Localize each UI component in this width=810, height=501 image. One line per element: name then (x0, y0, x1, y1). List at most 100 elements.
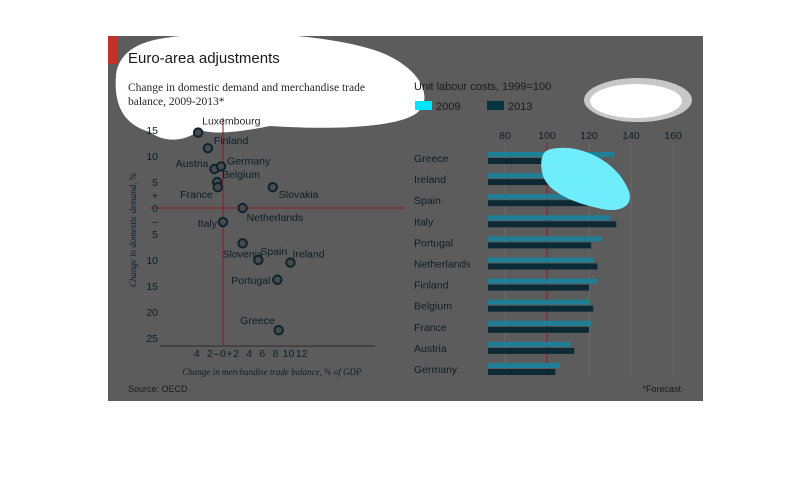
legend-swatch-2013 (487, 101, 504, 110)
y-tick-label: 10 (146, 151, 158, 163)
bar-highlight (541, 147, 630, 210)
bar-2013 (488, 369, 556, 375)
bar-2013 (488, 305, 594, 312)
bar-category-label: Belgium (414, 301, 452, 313)
x-tick-label: 2 (233, 348, 239, 360)
y-tick-label: 5 (152, 229, 158, 241)
bar-category-label: Ireland (414, 174, 446, 186)
scatter-point-label: France (180, 189, 213, 201)
scatter-point-marker (237, 238, 248, 249)
bar-2013 (488, 179, 598, 186)
scatter-point-marker (212, 182, 223, 193)
x-tick-label: 4 (246, 348, 252, 360)
bar-category-label: Spain (414, 195, 441, 207)
bar-tick-labels: 80 100 120 140 160 (499, 130, 682, 142)
y-tick-label: 20 (146, 307, 158, 319)
bar-category-label: Portugal (414, 237, 453, 249)
x-tick-label: + (226, 348, 232, 360)
y-tick-label: + (152, 190, 158, 202)
scatter-point-label: Ireland (292, 249, 324, 261)
scatter-point-label: Greece (240, 315, 275, 327)
chart-subtitle: Change in domestic demand and merchandis… (128, 82, 365, 94)
bar-2009 (488, 341, 571, 347)
scatter-point-marker (273, 325, 284, 336)
scatter-y-axis-label: Change in domestic demand, % (128, 173, 138, 287)
brand-red-tab (108, 36, 117, 64)
bar-2013 (488, 242, 592, 249)
scatter-point-label: Italy (198, 218, 218, 230)
bar-x-tick-label: 80 (499, 130, 511, 142)
bar-category-label: France (414, 322, 447, 334)
bar-2009 (488, 257, 594, 263)
y-tick-label: 10 (146, 255, 158, 267)
bar-x-tick-label: 140 (622, 130, 640, 142)
legend-swatch-2009 (415, 101, 432, 110)
y-tick-label: 15 (146, 125, 158, 137)
y-tick-label: 0 (152, 203, 158, 215)
title-bubble (115, 33, 425, 140)
bar-2013 (488, 263, 598, 270)
legend-label-2013: 2013 (508, 101, 532, 113)
scatter-point-marker (253, 254, 264, 266)
scatter-point-label: Germany (227, 155, 271, 167)
x-tick-label: 10 (283, 348, 295, 360)
scatter-point-label: Belgium (222, 169, 260, 181)
bar-2009 (488, 194, 606, 200)
forecast-note: *Forecast (642, 384, 681, 394)
bar-category-label: Netherlands (414, 259, 471, 271)
scatter-points: Luxembourg Finland Austria Germany Belgium Fr… (176, 116, 325, 336)
bar-x-tick-label: 120 (580, 130, 598, 142)
x-tick-label: – (214, 348, 220, 360)
scatter-point-marker (272, 274, 283, 285)
bar-2009 (488, 320, 592, 326)
scatter-point-marker (217, 216, 229, 228)
scatter-point-marker (192, 127, 204, 138)
x-tick-label: 8 (272, 348, 278, 360)
scatter-point-marker (215, 161, 227, 172)
y-tick-label: – (152, 216, 158, 228)
x-tick-label: 12 (296, 348, 308, 360)
scatter-point-marker (202, 143, 214, 154)
bar-2009 (488, 363, 560, 368)
scatter-point-marker (285, 257, 296, 268)
scatter-point-marker (267, 182, 278, 193)
bar-category-label: Greece (414, 153, 449, 165)
scatter-point-label: Slovakia (279, 189, 319, 201)
bar-chart-title: Unit labour costs, 1999=100 (414, 81, 551, 93)
x-tick-label: 6 (259, 348, 265, 360)
scatter-x-axis-label: Change in merchandise trade balance, % o… (182, 367, 362, 377)
scatter-point-label: Luxembourg (202, 116, 261, 128)
bar-2013 (488, 158, 592, 164)
bar-x-tick-label: 160 (664, 130, 682, 142)
x-tick-label: 2 (207, 348, 213, 360)
y-tick-label: 5 (152, 177, 158, 189)
bar-2009 (488, 278, 598, 284)
scatter-point-label: Spain (260, 246, 287, 258)
bar-2013 (488, 326, 589, 333)
scatter-point-label: Slovenia (223, 248, 263, 260)
bar-x-tick-label: 100 (538, 130, 556, 142)
bar-category-label: Austria (414, 343, 447, 355)
bar-2013 (488, 200, 596, 207)
scatter-point-label: Portugal (231, 275, 270, 287)
highlight-blob-inner (590, 84, 682, 118)
scatter-point-label: Netherlands (247, 212, 304, 224)
scatter-point-label: Austria (176, 158, 209, 170)
bar-2009 (488, 236, 602, 242)
x-tick-label: 4 (194, 348, 200, 360)
scatter-point-marker (237, 202, 248, 214)
bar-category-label: Germany (414, 364, 458, 376)
source-note: Source: OECD (128, 384, 188, 394)
legend-label-2009: 2009 (436, 101, 460, 113)
bar-2013 (488, 221, 617, 228)
chart-title: Euro-area adjustments (128, 50, 280, 67)
y-tick-label: 15 (146, 281, 158, 293)
bar-category-label: Finland (414, 280, 449, 292)
bar-2013 (488, 284, 589, 291)
scatter-point-label: Finland (214, 135, 249, 147)
chart-subtitle-line2: balance, 2009-2013* (128, 96, 225, 108)
bar-2009 (488, 215, 610, 221)
